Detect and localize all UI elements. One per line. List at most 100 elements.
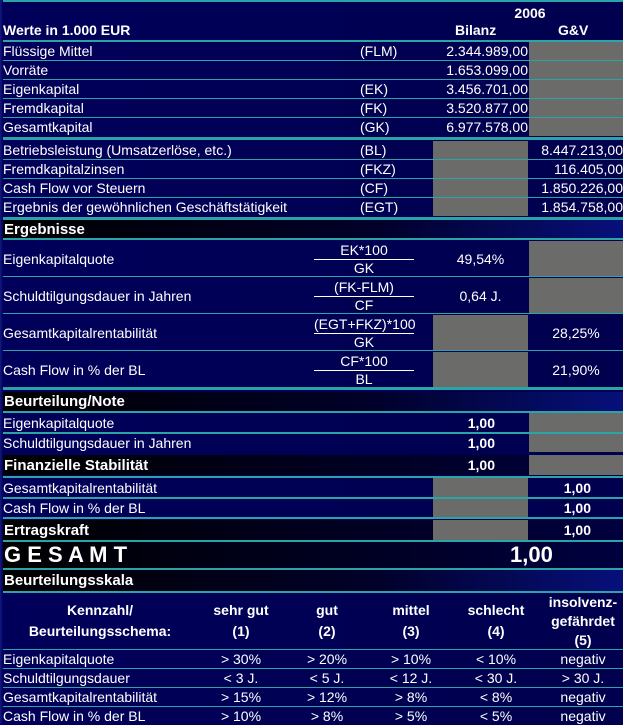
gray-cell bbox=[529, 42, 623, 60]
gray-cell bbox=[433, 499, 528, 517]
gray-cell bbox=[529, 118, 623, 136]
header-row: Werte in 1.000 EUR Bilanz G&V bbox=[0, 21, 623, 39]
scale-label: Eigenkapitalquote bbox=[3, 651, 115, 667]
scale-row: Eigenkapitalquote > 30% > 20% > 10% < 10% neg… bbox=[0, 650, 623, 668]
bilanz-value: 0,64 J. bbox=[459, 287, 502, 304]
gray-cell bbox=[529, 455, 623, 475]
scale-row: Schuldtilgungsdauer < 3 J. < 5 J. < 12 J. < … bbox=[0, 669, 623, 687]
input-row: Betriebsleistung (Umsatzerlöse, etc.) (BL… bbox=[0, 141, 623, 159]
row-label: Cash Flow vor Steuern bbox=[3, 180, 146, 196]
gesamt-label: G E S A M T bbox=[4, 542, 128, 567]
scale-cell: < 10% bbox=[475, 651, 517, 667]
bilanz-value: 3.456.701,00 bbox=[446, 81, 528, 97]
ratio-label: Schuldtilgungsdauer in Jahren bbox=[3, 287, 192, 304]
separator bbox=[3, 350, 623, 351]
separator bbox=[3, 98, 623, 99]
formula-denominator: GK bbox=[353, 334, 375, 350]
row-abbreviation: (FK) bbox=[360, 100, 388, 116]
row-label: Flüssige Mittel bbox=[3, 43, 93, 59]
gray-cell bbox=[529, 241, 623, 276]
units-label: Werte in 1.000 EUR bbox=[3, 22, 131, 38]
row-abbreviation: (FLM) bbox=[360, 43, 398, 59]
scale-header-cell: schlecht (4) bbox=[467, 602, 525, 639]
note-eigenkapitalquote: Eigenkapitalquote 1,00 bbox=[0, 413, 623, 432]
bilanz-header: Bilanz bbox=[455, 22, 497, 38]
input-row: Flüssige Mittel (FLM) 2.344.989,00 bbox=[0, 42, 623, 60]
bilanz-value: 6.977.578,00 bbox=[446, 119, 528, 135]
formula-denominator: CF bbox=[354, 297, 374, 313]
scale-header-row: Kennzahl/ Beurteilungsschema: sehr gut (1… bbox=[0, 593, 623, 649]
note-value: 1,00 bbox=[563, 479, 591, 496]
scale-header-cell: sehr gut (1) bbox=[213, 602, 269, 639]
scale-cell: > 12% bbox=[306, 689, 348, 705]
separator bbox=[3, 687, 623, 688]
separator bbox=[3, 591, 623, 593]
separator bbox=[3, 668, 623, 669]
note-value: 1,00 bbox=[467, 435, 495, 451]
separator bbox=[3, 117, 623, 118]
scale-cell: negativ bbox=[560, 651, 606, 667]
separator bbox=[3, 178, 623, 179]
separator bbox=[3, 568, 623, 570]
gray-cell bbox=[529, 413, 623, 432]
gesamt-value: 1,00 bbox=[510, 542, 553, 567]
formula-numerator: (FK-FLM) bbox=[314, 279, 414, 297]
note-value: 1,00 bbox=[563, 500, 591, 516]
separator bbox=[3, 476, 623, 478]
separator bbox=[3, 0, 623, 2]
ratio-row: Eigenkapitalquote EK*100 GK 49,54% bbox=[0, 241, 623, 276]
scale-header-cell: gut (2) bbox=[316, 602, 338, 639]
scale-cell: > 5% bbox=[394, 708, 428, 724]
gray-cell bbox=[433, 179, 528, 197]
note-finanzielle-stabilitaet: Finanzielle Stabilität bbox=[3, 455, 623, 475]
gray-cell bbox=[433, 160, 528, 178]
row-abbreviation: (GK) bbox=[360, 119, 390, 135]
ratio-row: Schuldtilgungsdauer in Jahren (FK-FLM) CF 0… bbox=[0, 278, 623, 313]
separator bbox=[3, 159, 623, 160]
section-beurteilung: Beurteilung/Note bbox=[3, 392, 623, 411]
separator bbox=[3, 60, 623, 61]
ratio-formula: (FK-FLM) CF bbox=[314, 279, 414, 313]
fin-stab-values: 1,00 bbox=[0, 455, 623, 475]
separator bbox=[3, 649, 623, 650]
note-label: Cash Flow in % der BL bbox=[3, 500, 146, 516]
gray-cell bbox=[433, 520, 528, 540]
ratio-formula: (EGT+FKZ)*100 GK bbox=[314, 316, 416, 350]
scale-row: Cash Flow in % der BL > 10% > 8% > 5% < 5% ne… bbox=[0, 707, 623, 725]
gray-cell bbox=[433, 141, 528, 159]
gray-cell bbox=[433, 478, 528, 497]
gray-cell bbox=[529, 278, 623, 313]
formula-numerator: EK*100 bbox=[314, 242, 414, 260]
gray-cell bbox=[433, 198, 528, 216]
row-label: Gesamtkapital bbox=[3, 119, 93, 135]
scale-label: Cash Flow in % der BL bbox=[3, 708, 146, 724]
separator bbox=[3, 276, 623, 277]
separator bbox=[3, 197, 623, 198]
formula-denominator: BL bbox=[355, 371, 373, 387]
row-label: Fremdkapitalzinsen bbox=[3, 161, 125, 177]
note-label: Schuldtilgungsdauer in Jahren bbox=[3, 435, 192, 451]
row-abbreviation: (BL) bbox=[360, 142, 387, 158]
row-abbreviation: (EGT) bbox=[360, 199, 399, 215]
separator bbox=[3, 387, 623, 390]
scale-row: Gesamtkapitalrentabilität > 15% > 12% > 8% <… bbox=[0, 688, 623, 706]
gray-cell bbox=[529, 99, 623, 117]
row-abbreviation: (FKZ) bbox=[360, 161, 396, 177]
scale-cell: > 8% bbox=[310, 708, 344, 724]
ratio-label: Eigenkapitalquote bbox=[3, 250, 115, 267]
scale-cell: > 8% bbox=[394, 689, 428, 705]
bilanz-value: 2.344.989,00 bbox=[446, 43, 528, 59]
note-value: 1,00 bbox=[467, 414, 495, 431]
separator bbox=[3, 540, 623, 542]
scale-cell: negativ bbox=[560, 689, 606, 705]
scale-cell: > 30% bbox=[220, 651, 262, 667]
input-row: Gesamtkapital (GK) 6.977.578,00 bbox=[0, 118, 623, 136]
scale-header-cell: insolvenz- gefährdet (5) bbox=[548, 593, 618, 648]
scale-cell: < 5% bbox=[479, 708, 513, 724]
note-gkr: Gesamtkapitalrentabilität 1,00 bbox=[0, 478, 623, 497]
gray-cell bbox=[529, 80, 623, 98]
bilanz-value: 49,54% bbox=[456, 250, 505, 267]
formula-numerator: (EGT+FKZ)*100 bbox=[314, 316, 416, 334]
separator bbox=[3, 313, 623, 314]
scale-header-cell: mittel (3) bbox=[392, 602, 430, 639]
